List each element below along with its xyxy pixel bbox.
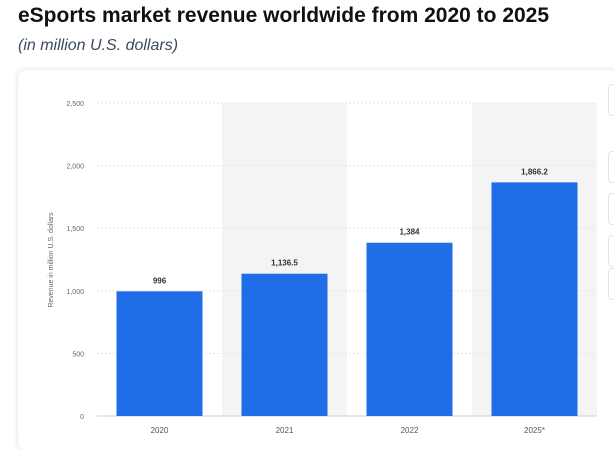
bar[interactable] <box>491 182 578 416</box>
y-tick-label: 0 <box>80 414 84 421</box>
y-tick-label: 2,000 <box>66 164 84 171</box>
y-tick-label: 1,000 <box>66 289 84 296</box>
x-tick-label: 2022 <box>401 426 419 435</box>
data-label: 1,384 <box>399 228 420 237</box>
y-tick-label: 500 <box>72 351 84 358</box>
bar[interactable] <box>241 273 328 416</box>
data-label: 1,866.2 <box>521 167 548 176</box>
side-toolbar-button[interactable] <box>608 84 614 116</box>
y-tick-label: 2,500 <box>66 101 84 108</box>
y-tick-label: 1,500 <box>66 226 84 233</box>
data-label: 1,136.5 <box>271 259 298 268</box>
side-toolbar-button[interactable] <box>608 235 614 267</box>
chart-subtitle: (in million U.S. dollars) <box>18 37 179 54</box>
y-axis-label: Revenue in million U.S. dollars <box>48 212 55 308</box>
side-toolbar-button[interactable] <box>608 193 614 225</box>
x-tick-label: 2021 <box>276 426 294 435</box>
x-tick-label: 2025* <box>524 426 545 435</box>
data-label: 996 <box>153 276 167 285</box>
side-toolbar-button[interactable] <box>608 151 614 183</box>
bar[interactable] <box>116 291 203 416</box>
x-tick-label: 2020 <box>151 426 169 435</box>
bar[interactable] <box>366 242 453 416</box>
chart-title: eSports market revenue worldwide from 20… <box>18 4 550 27</box>
side-toolbar-button[interactable] <box>608 268 614 300</box>
